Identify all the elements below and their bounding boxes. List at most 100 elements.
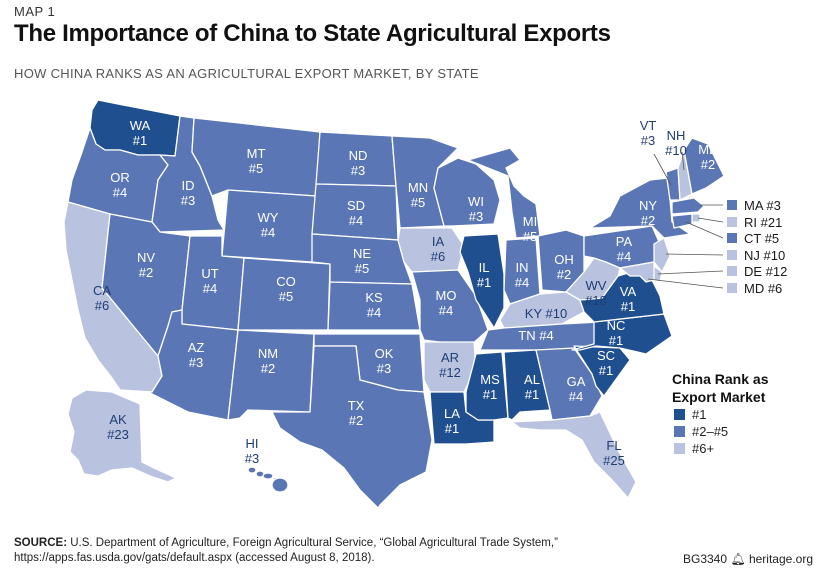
state-rank-la: #1 <box>445 421 459 436</box>
state-rank-fl: #25 <box>603 453 625 468</box>
state-abbr-in: IN <box>516 260 529 275</box>
source-label: SOURCE: <box>14 537 68 549</box>
callout-ma: MA #3 <box>744 198 781 213</box>
state-abbr-fl: FL <box>606 438 621 453</box>
callout-nj: NJ #10 <box>744 248 785 263</box>
state-label-ky: KY #10 <box>525 306 567 321</box>
callout-ri: RI #21 <box>744 215 782 230</box>
state-rank-co: #5 <box>279 289 293 304</box>
state-rank-sd: #4 <box>349 213 363 228</box>
state-abbr-ms: MS <box>480 372 500 387</box>
state-rank-mo: #4 <box>439 303 453 318</box>
state-rank-az: #3 <box>189 355 203 370</box>
state-abbr-ok: OK <box>375 346 394 361</box>
state-ga <box>535 347 603 421</box>
state-rank-mn: #5 <box>411 195 425 210</box>
legend-label-tier1: #1 <box>692 407 706 422</box>
state-abbr-mn: MN <box>408 180 428 195</box>
state-rank-va: #1 <box>621 299 635 314</box>
state-abbr-ak: AK <box>109 412 127 427</box>
legend-label-tier2: #2–#5 <box>692 424 728 439</box>
state-me <box>683 137 725 195</box>
callout-swatch-ct <box>727 233 737 243</box>
state-abbr-al: AL <box>524 372 540 387</box>
state-abbr-ne: NE <box>353 246 371 261</box>
state-rank-in: #4 <box>515 275 529 290</box>
state-rank-al: #1 <box>525 387 539 402</box>
credit: BG3340 🔔︎ heritage.org <box>683 552 813 566</box>
state-rank-nd: #3 <box>351 163 365 178</box>
state-rank-tx: #2 <box>349 413 363 428</box>
state-abbr-ca: CA <box>93 283 111 298</box>
state-md <box>619 261 655 283</box>
state-rank-wy: #4 <box>261 225 275 240</box>
callout-swatch-de <box>727 266 737 276</box>
state-abbr-vt: VT <box>640 118 657 133</box>
state-nc <box>571 313 673 355</box>
state-fl <box>511 411 637 499</box>
state-abbr-ga: GA <box>567 374 586 389</box>
state-nj <box>653 237 671 273</box>
state-ct <box>671 213 693 229</box>
source-note: SOURCE: U.S. Department of Agriculture, … <box>14 536 574 566</box>
legend-swatch-tier2 <box>674 426 685 437</box>
state-abbr-nd: ND <box>349 148 368 163</box>
state-abbr-mi: MI <box>523 214 537 229</box>
state-rank-ut: #4 <box>203 281 217 296</box>
state-rank-me: #2 <box>701 157 715 172</box>
state-abbr-wy: WY <box>258 210 279 225</box>
state-abbr-nv: NV <box>137 250 155 265</box>
map-subtitle: HOW CHINA RANKS AS AN AGRICULTURAL EXPOR… <box>14 66 479 81</box>
state-abbr-ny: NY <box>639 198 657 213</box>
state-rank-pa: #4 <box>617 249 631 264</box>
state-abbr-wv: WV <box>586 278 607 293</box>
legend-label-tier3: #6+ <box>692 441 714 456</box>
callout-swatch-md <box>727 283 737 293</box>
state-abbr-nc: NC <box>607 318 626 333</box>
state-rank-ca: #6 <box>95 298 109 313</box>
state-abbr-mo: MO <box>436 288 457 303</box>
state-rank-il: #1 <box>477 275 491 290</box>
state-rank-hi: #3 <box>245 451 259 466</box>
state-abbr-or: OR <box>110 170 130 185</box>
state-hi <box>247 466 289 493</box>
state-rank-vt: #3 <box>641 133 655 148</box>
state-wi <box>433 157 501 227</box>
state-rank-ia: #6 <box>431 249 445 264</box>
state-il <box>459 233 505 329</box>
state-abbr-az: AZ <box>188 340 205 355</box>
site-name: heritage.org <box>748 552 813 566</box>
state-rank-wi: #3 <box>469 209 483 224</box>
state-rank-wa: #1 <box>133 133 147 148</box>
legend-title-line1: China Rank as <box>672 371 769 387</box>
state-rank-nm: #2 <box>261 361 275 376</box>
state-abbr-ar: AR <box>441 350 459 365</box>
map-title: The Importance of China to State Agricul… <box>14 20 611 47</box>
state-rank-tn: #4 <box>539 328 553 343</box>
state-rank-ks: #4 <box>367 305 381 320</box>
source-text: U.S. Department of Agriculture, Foreign … <box>14 537 558 564</box>
legend-swatch-tier3 <box>674 443 685 454</box>
state-abbr-tx: TX <box>348 398 365 413</box>
callout-ct: CT #5 <box>744 231 779 246</box>
heritage-bell-icon: 🔔︎ <box>730 552 746 566</box>
state-abbr-sd: SD <box>347 198 365 213</box>
legend-title-line2: Export Market <box>672 389 766 405</box>
state-abbr-ks: KS <box>365 290 383 305</box>
state-abbr-co: CO <box>276 274 296 289</box>
state-abbr-wi: WI <box>468 194 484 209</box>
state-rank-wv: #18 <box>585 293 607 308</box>
state-abbr-wa: WA <box>130 118 151 133</box>
state-rank-ny: #2 <box>641 213 655 228</box>
state-abbr-la: LA <box>444 406 460 421</box>
state-rank-nh: #10 <box>665 143 687 158</box>
state-abbr-il: IL <box>479 260 490 275</box>
legend: China Rank as Export Market #1 #2–#5 #6+ <box>672 371 769 456</box>
state-rank-mt: #5 <box>249 161 263 176</box>
state-abbr-mt: MT <box>247 146 266 161</box>
state-rank-ar: #12 <box>439 365 461 380</box>
callout-md: MD #6 <box>744 281 782 296</box>
state-abbr-hi: HI <box>246 436 259 451</box>
state-abbr-id: ID <box>182 178 195 193</box>
